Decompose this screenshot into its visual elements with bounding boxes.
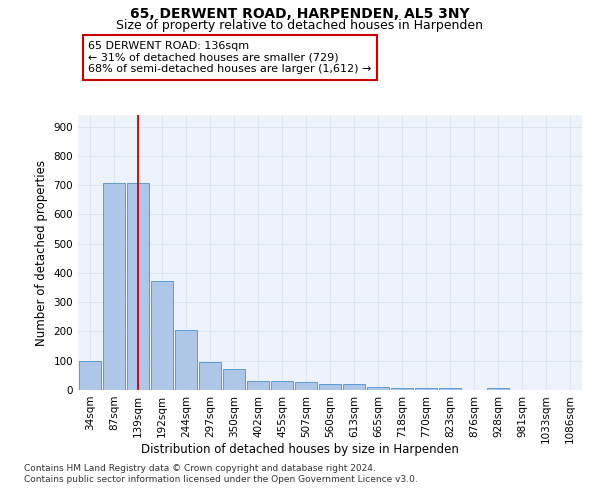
Text: Distribution of detached houses by size in Harpenden: Distribution of detached houses by size … <box>141 442 459 456</box>
Bar <box>439 388 461 390</box>
Bar <box>415 388 437 390</box>
Text: Contains public sector information licensed under the Open Government Licence v3: Contains public sector information licen… <box>24 475 418 484</box>
Text: Contains HM Land Registry data © Crown copyright and database right 2024.: Contains HM Land Registry data © Crown c… <box>24 464 376 473</box>
Bar <box>199 362 221 390</box>
Text: 65 DERWENT ROAD: 136sqm
← 31% of detached houses are smaller (729)
68% of semi-d: 65 DERWENT ROAD: 136sqm ← 31% of detache… <box>88 41 371 74</box>
Bar <box>223 368 245 390</box>
Bar <box>367 387 389 390</box>
Bar <box>319 384 341 390</box>
Bar <box>127 183 149 390</box>
Text: 65, DERWENT ROAD, HARPENDEN, AL5 3NY: 65, DERWENT ROAD, HARPENDEN, AL5 3NY <box>130 8 470 22</box>
Y-axis label: Number of detached properties: Number of detached properties <box>35 160 48 346</box>
Bar <box>175 330 197 390</box>
Bar <box>295 382 317 390</box>
Bar <box>103 183 125 390</box>
Bar <box>271 380 293 390</box>
Bar <box>391 388 413 390</box>
Bar <box>487 388 509 390</box>
Bar <box>343 384 365 390</box>
Bar <box>247 381 269 390</box>
Text: Size of property relative to detached houses in Harpenden: Size of property relative to detached ho… <box>116 19 484 32</box>
Bar <box>79 360 101 390</box>
Bar <box>151 281 173 390</box>
